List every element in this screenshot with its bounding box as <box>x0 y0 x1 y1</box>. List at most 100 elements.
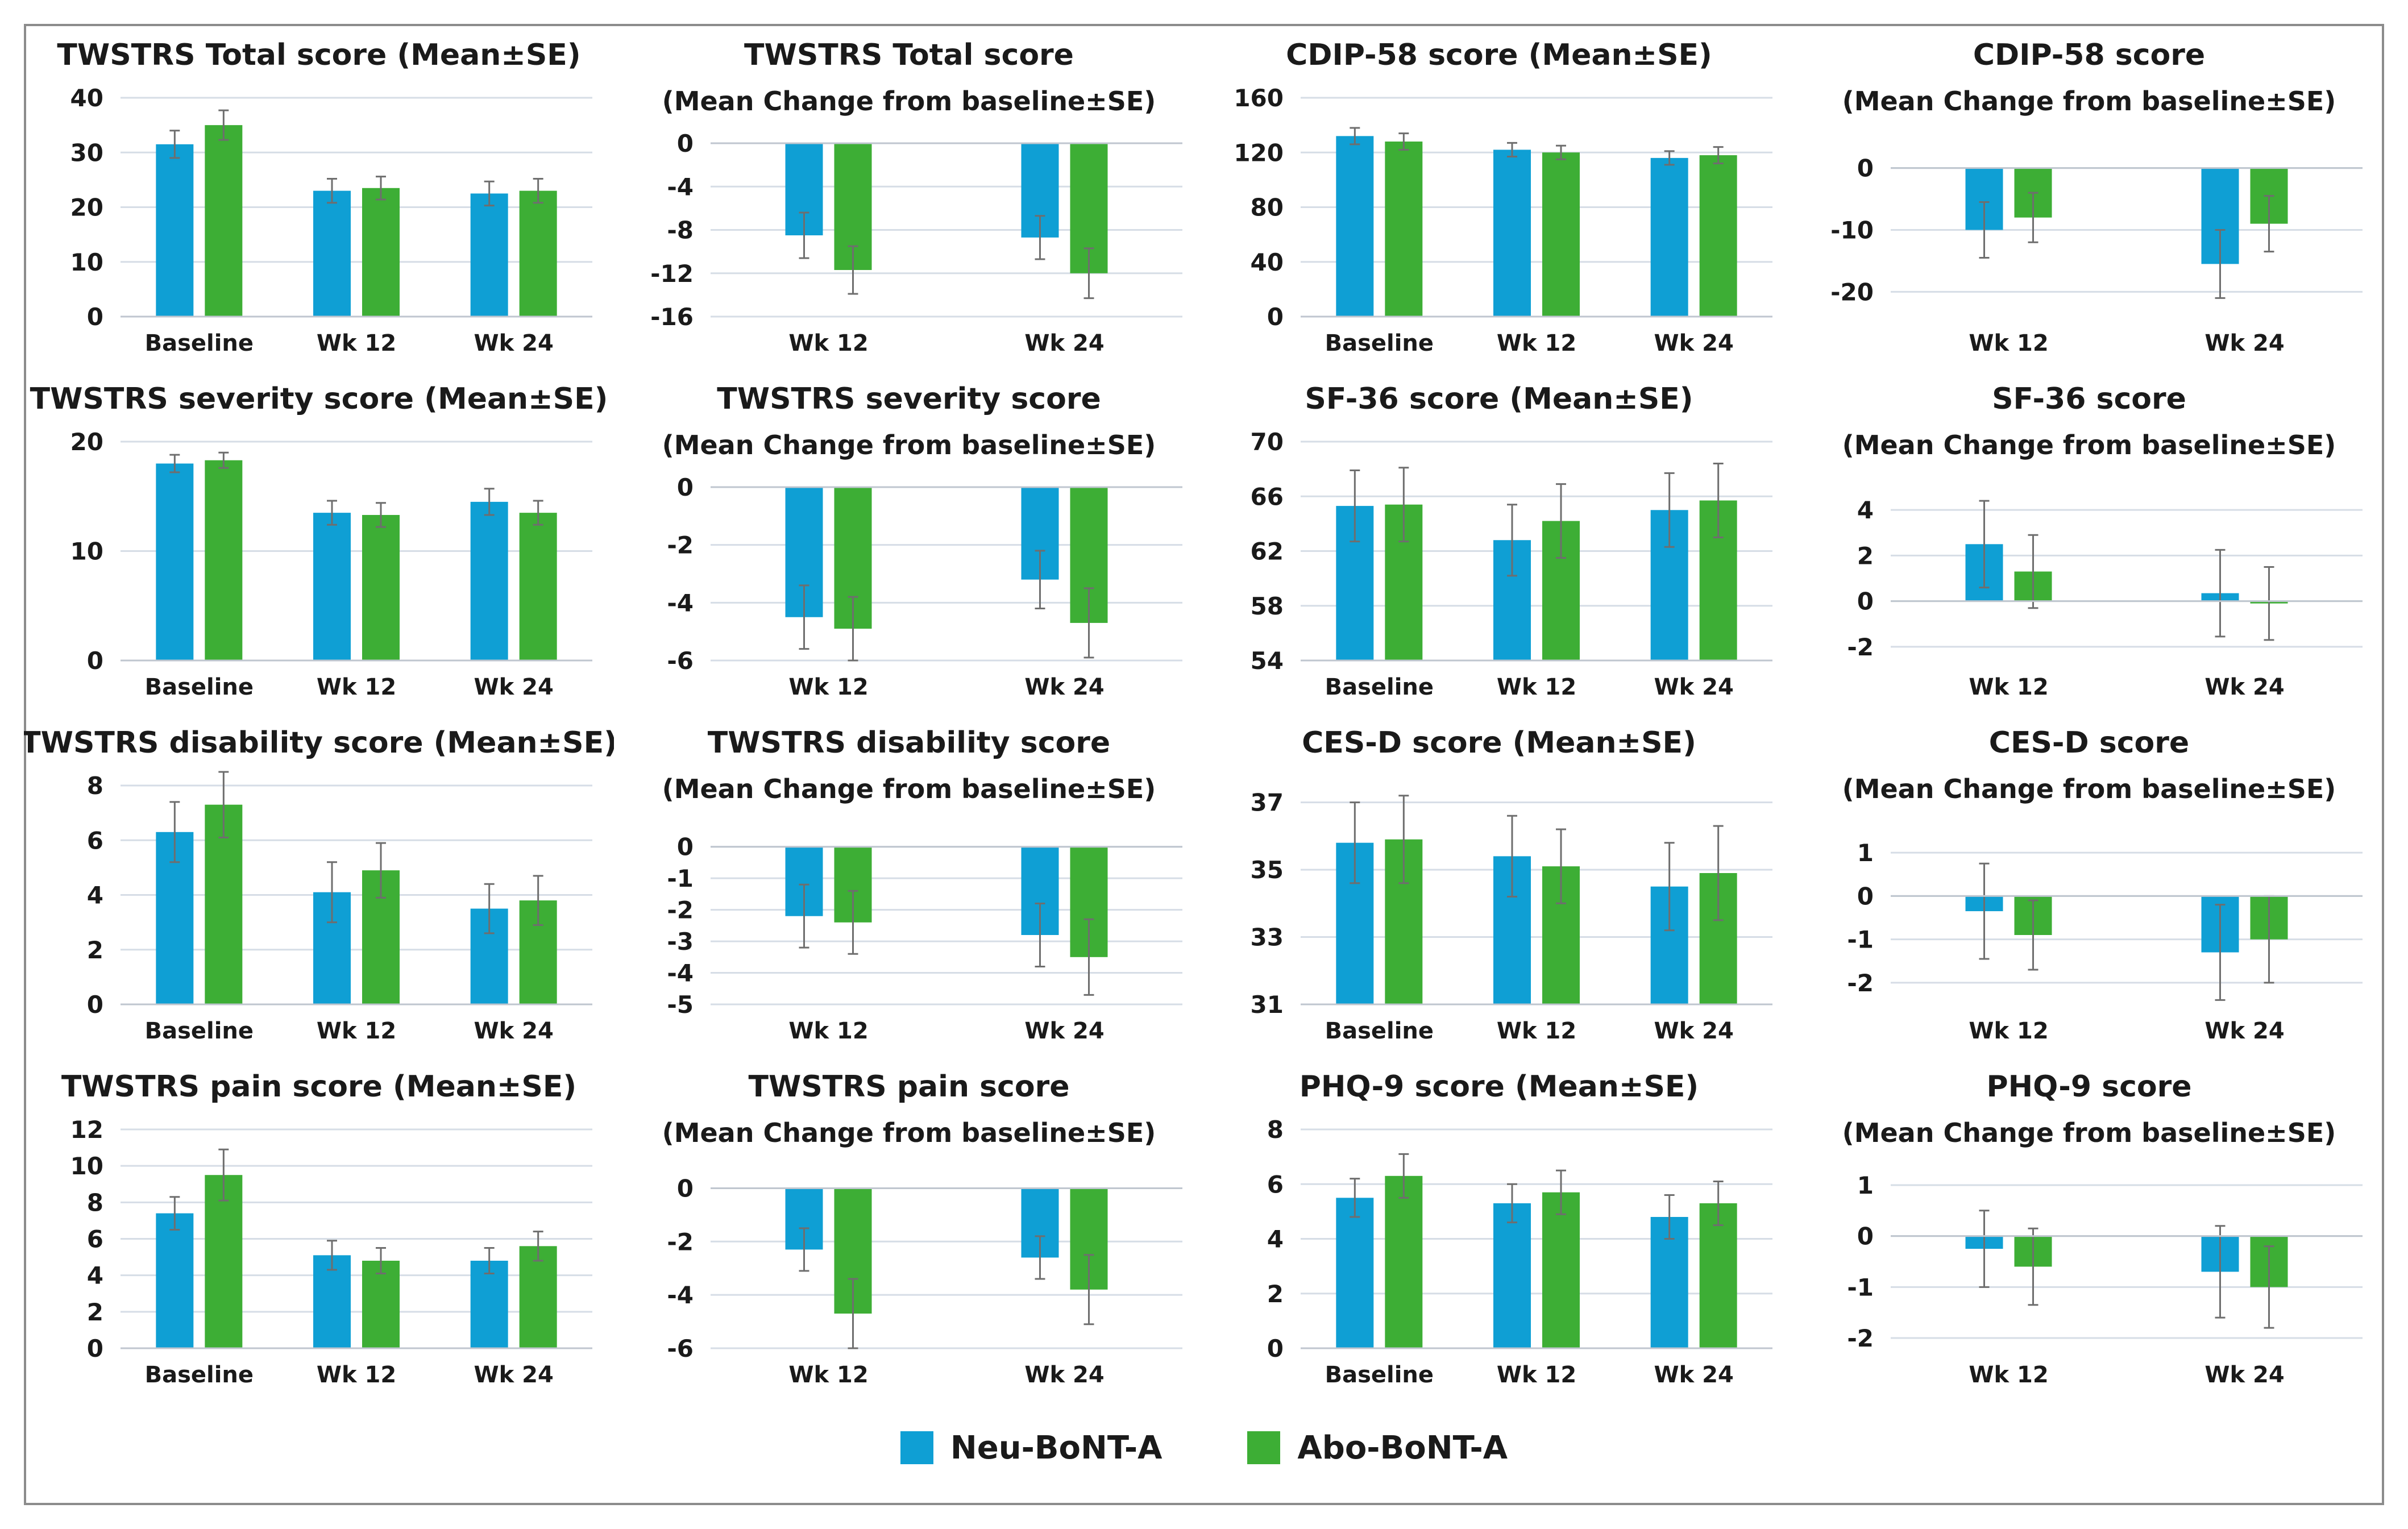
y-tick-label: 1 <box>1857 839 1874 867</box>
error-bar <box>376 1247 386 1274</box>
error-bar <box>484 1247 495 1274</box>
error-bar <box>1035 550 1045 609</box>
y-tick-label: 0 <box>1857 1223 1874 1250</box>
bar-abo <box>1542 1192 1580 1348</box>
chart-title: PHQ-9 score <box>1986 1070 2191 1104</box>
y-tick-label: 8 <box>87 1189 103 1216</box>
y-tick-label: -6 <box>667 1335 694 1362</box>
x-tick-label: Wk 24 <box>1654 674 1734 700</box>
error-bar <box>2028 192 2039 243</box>
y-tick-label: -2 <box>667 531 694 559</box>
error-bar <box>799 584 809 650</box>
x-tick-label: Wk 24 <box>474 330 554 356</box>
bar-neu <box>1336 1198 1374 1348</box>
y-tick-label: -2 <box>667 1228 694 1256</box>
y-tick-label: 0 <box>87 647 103 675</box>
bar-abo <box>362 514 400 660</box>
chart-subtitle: (Mean Change from baseline±SE) <box>662 774 1156 804</box>
chart-title: SF-36 score <box>1992 382 2186 416</box>
x-tick-label: Wk 24 <box>1024 1362 1104 1388</box>
bar-abo <box>205 460 243 660</box>
error-bar <box>1556 483 1566 559</box>
y-tick-label: -1 <box>1847 1273 1874 1301</box>
chart-subtitle: (Mean Change from baseline±SE) <box>1842 1117 2336 1148</box>
error-bar <box>848 1278 858 1349</box>
error-bar <box>1350 469 1360 543</box>
x-tick-label: Baseline <box>1325 330 1434 356</box>
x-tick-label: Wk 24 <box>1024 330 1104 356</box>
bar-neu <box>470 501 508 660</box>
x-tick-label: Wk 12 <box>317 674 396 700</box>
x-tick-label: Baseline <box>1325 674 1434 700</box>
x-tick-label: Wk 24 <box>1654 1018 1734 1044</box>
y-tick-label: 35 <box>1251 856 1284 884</box>
legend-label-neu: Neu-BoNT-A <box>950 1429 1163 1466</box>
error-bar <box>1507 815 1517 898</box>
error-bar <box>1713 1180 1724 1226</box>
chart-title: TWSTRS pain score (Mean±SE) <box>61 1070 576 1104</box>
y-tick-label: 40 <box>1251 248 1284 276</box>
error-bar <box>1398 132 1409 151</box>
y-tick-label: 20 <box>70 428 103 456</box>
figure-frame <box>24 24 2384 1505</box>
error-bar <box>1398 467 1409 543</box>
y-tick-label: 6 <box>87 826 103 854</box>
chart-16: PHQ-9 score (Mean Change from baseline±SE… <box>1842 1070 2363 1388</box>
error-bar <box>1556 144 1566 160</box>
legend-item-neu: Neu-BoNT-A <box>900 1429 1163 1466</box>
y-tick-label: 4 <box>87 1262 103 1290</box>
chart-title: TWSTRS pain score <box>748 1070 1069 1104</box>
error-bar <box>1979 201 1990 259</box>
y-tick-label: 80 <box>1251 194 1284 222</box>
chart-2: TWSTRS Total score (Mean Change from base… <box>650 38 1182 356</box>
bar-neu <box>470 1261 508 1348</box>
legend-item-abo: Abo-BoNT-A <box>1247 1430 1508 1466</box>
error-bar <box>327 500 337 526</box>
bar-neu <box>313 190 351 317</box>
y-tick-label: 70 <box>1251 428 1284 456</box>
error-bar <box>1350 1178 1360 1218</box>
y-tick-label: 0 <box>87 1335 103 1362</box>
y-tick-label: 0 <box>677 130 694 157</box>
x-tick-label: Baseline <box>145 1018 254 1044</box>
y-tick-label: 10 <box>70 538 103 566</box>
error-bar <box>1083 247 1094 300</box>
bar-abo <box>1385 1175 1423 1348</box>
error-bar <box>799 883 809 949</box>
error-bar <box>533 177 543 204</box>
y-tick-label: 58 <box>1251 592 1284 620</box>
y-tick-label: -2 <box>1847 969 1874 997</box>
x-tick-label: Baseline <box>1325 1018 1434 1044</box>
y-tick-label: -2 <box>667 896 694 924</box>
y-tick-label: 0 <box>1267 1335 1284 1362</box>
y-tick-label: 0 <box>1857 882 1874 910</box>
chart-subtitle: (Mean Change from baseline±SE) <box>1842 774 2336 804</box>
chart-13: TWSTRS pain score (Mean±SE) 0 2 4 6 8 10 12 Base… <box>61 1070 592 1388</box>
bar-abo <box>1542 152 1580 317</box>
chart-title: TWSTRS severity score <box>717 382 1101 416</box>
x-tick-label: Wk 24 <box>2204 1362 2284 1388</box>
bar-neu <box>313 513 351 660</box>
y-tick-label: 10 <box>70 248 103 276</box>
error-bar <box>484 883 495 934</box>
y-tick-label: -4 <box>667 959 694 987</box>
y-tick-label: 30 <box>70 139 103 167</box>
chart-15: PHQ-9 score (Mean±SE) 0 2 4 6 8 Baseline Wk 12 W… <box>1267 1070 1772 1388</box>
bar-abo <box>519 513 557 660</box>
error-bar <box>1507 142 1517 157</box>
chart-9: TWSTRS disability score (Mean±SE) 0 2 4 6 8 Ba… <box>24 726 614 1044</box>
error-bar <box>169 454 180 473</box>
chart-8: SF-36 score (Mean Change from baseline±SE… <box>1842 382 2363 700</box>
x-tick-label: Wk 24 <box>474 1362 554 1388</box>
chart-14: TWSTRS pain score (Mean Change from basel… <box>662 1070 1182 1388</box>
chart-title: CES-D score (Mean±SE) <box>1302 726 1696 760</box>
x-tick-label: Wk 24 <box>1024 674 1104 700</box>
error-bar <box>1664 842 1675 932</box>
y-tick-label: 2 <box>1267 1280 1284 1308</box>
error-bar <box>1664 472 1675 548</box>
error-bar <box>1664 1194 1675 1240</box>
error-bar <box>1713 146 1724 164</box>
error-bar <box>218 109 229 141</box>
chart-title: TWSTRS Total score <box>744 38 1074 72</box>
error-bar <box>169 1196 180 1231</box>
